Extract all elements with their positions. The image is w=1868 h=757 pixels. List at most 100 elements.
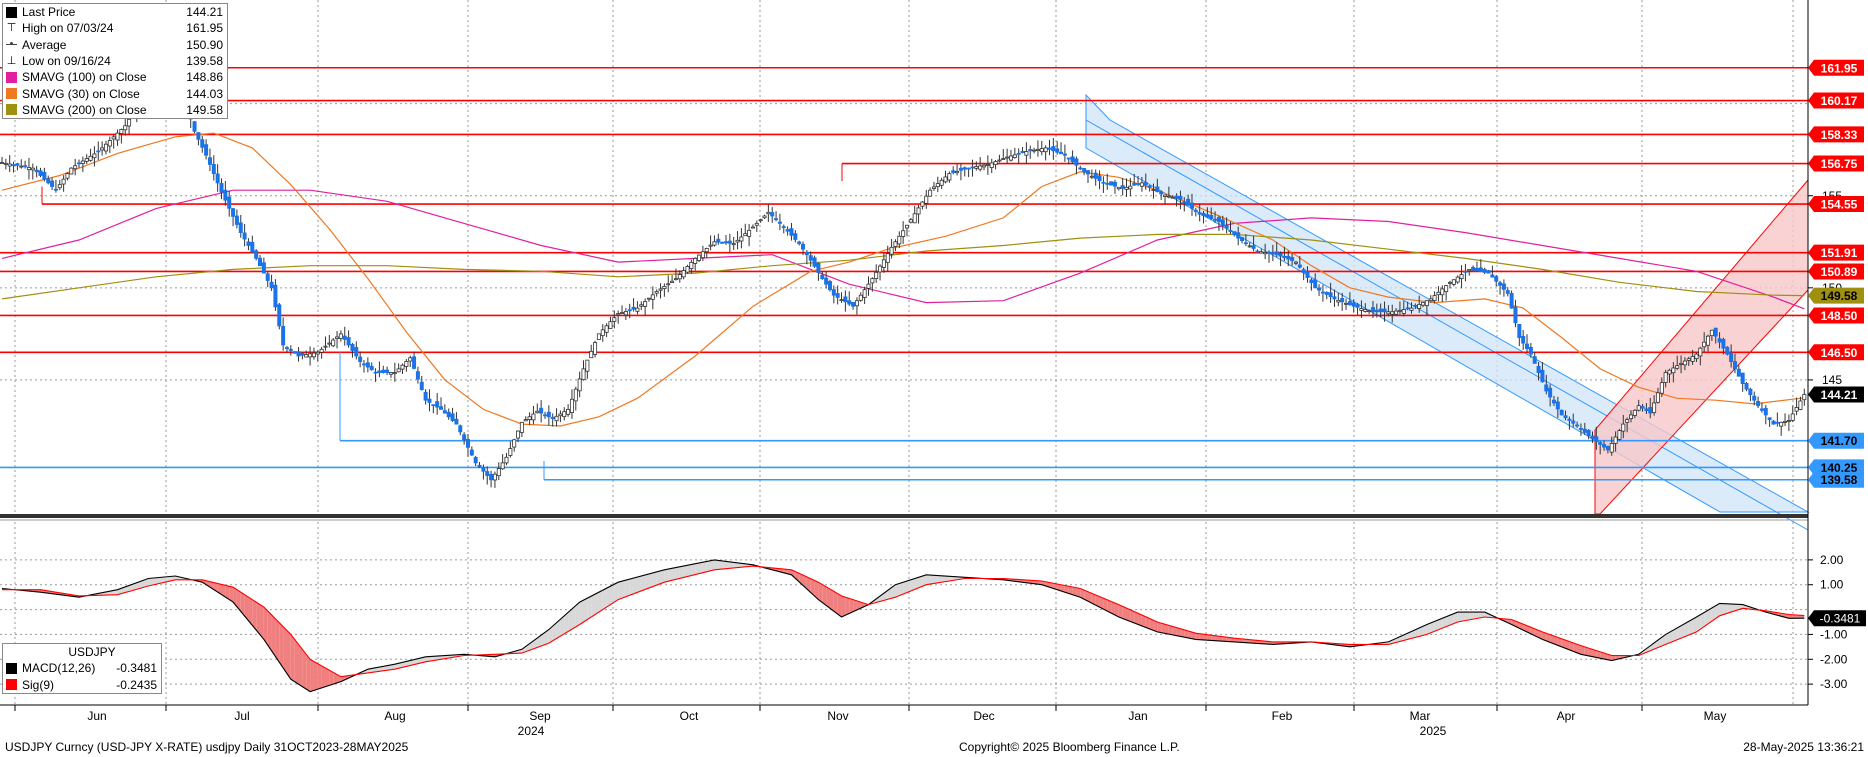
- macd-fill: [256, 602, 261, 635]
- candle-body: [1590, 435, 1595, 440]
- legend-label: Last Price: [22, 5, 76, 20]
- candle-body: [465, 438, 470, 448]
- macd-panel: [1, 559, 1805, 693]
- candle-body: [543, 414, 548, 417]
- candle-body: [7, 163, 12, 167]
- candle-body: [1382, 308, 1387, 313]
- legend-label: MACD(12,26): [22, 661, 96, 676]
- candle-body: [1024, 151, 1029, 156]
- candle-body: [1367, 310, 1372, 313]
- candle-body: [708, 244, 713, 247]
- candle-body: [1070, 156, 1075, 163]
- candle-body: [658, 288, 663, 291]
- candle-body: [1621, 423, 1626, 432]
- candle-body: [1451, 279, 1456, 285]
- candle-body: [1374, 309, 1379, 313]
- macd-fill: [910, 578, 915, 591]
- candle-body: [616, 313, 621, 316]
- candle-body: [1455, 276, 1460, 283]
- legend-label: High on 07/03/24: [22, 21, 114, 36]
- candle-body: [874, 271, 879, 280]
- macd-fill: [217, 583, 222, 595]
- candle-body: [1324, 291, 1329, 295]
- macd-fill: [1141, 615, 1146, 628]
- candle-body: [1578, 428, 1583, 430]
- candle-body: [53, 188, 58, 191]
- macd-fill: [556, 619, 561, 639]
- price-marker-label: 154.55: [1821, 198, 1858, 212]
- candle-body: [924, 195, 929, 204]
- candle-body: [1143, 182, 1148, 186]
- macd-fill: [310, 659, 314, 692]
- candle-body: [1093, 172, 1098, 179]
- candle-body: [1405, 307, 1410, 310]
- candle-body: [562, 411, 567, 418]
- candle-body: [38, 170, 43, 176]
- candle-body: [1505, 290, 1510, 294]
- candle-body: [123, 125, 128, 131]
- macd-fill: [575, 602, 580, 627]
- price-marker-label: 146.50: [1821, 346, 1858, 360]
- x-tick-label-Dec: Dec: [973, 709, 994, 723]
- candle-body: [766, 211, 771, 215]
- candle-body: [566, 408, 571, 415]
- candle-body: [385, 369, 390, 373]
- candle-body: [908, 219, 913, 223]
- candle-body: [1790, 413, 1795, 421]
- channel-bands: [1085, 93, 1810, 531]
- macd-fill: [1665, 632, 1670, 645]
- candle-body: [1548, 387, 1553, 398]
- candle-body: [1332, 296, 1337, 300]
- candle-body: [373, 371, 378, 374]
- candle-body: [1228, 230, 1233, 232]
- candle-body: [1663, 372, 1668, 383]
- candle-body: [673, 278, 678, 281]
- candle-body: [1193, 210, 1198, 212]
- macd-fill: [876, 596, 881, 603]
- macd-fill: [1037, 580, 1042, 585]
- candle-body: [96, 150, 101, 153]
- candle-body: [1759, 408, 1764, 411]
- macd-fill: [267, 610, 272, 651]
- macd-fill: [1118, 604, 1123, 619]
- candle-body: [697, 254, 702, 261]
- macd-fill: [660, 569, 665, 584]
- candle-body: [1355, 304, 1360, 308]
- candle-body: [308, 353, 313, 358]
- candle-body: [989, 162, 994, 169]
- candle-body: [1328, 292, 1333, 298]
- macd-fill: [1696, 614, 1701, 632]
- macd-fill: [1172, 626, 1177, 636]
- candle-body: [1370, 307, 1375, 313]
- candle-body: [685, 266, 690, 273]
- macd-fill: [702, 561, 707, 573]
- macd-fill: [263, 607, 268, 646]
- candle-body: [489, 474, 494, 481]
- macd-fill: [841, 595, 846, 618]
- candle-body: [30, 167, 35, 171]
- macd-fill: [437, 655, 442, 660]
- candle-body: [1440, 288, 1445, 296]
- candle-body: [265, 273, 270, 281]
- macd-fill: [560, 615, 565, 637]
- candle-body: [242, 232, 247, 240]
- macd-line-0: [1, 559, 1805, 693]
- candle-body: [712, 241, 717, 246]
- candle-body: [1740, 372, 1745, 385]
- candle-body: [1617, 430, 1622, 440]
- candle-body: [1340, 298, 1345, 303]
- macd-fill: [1727, 603, 1732, 614]
- candle-body: [1709, 329, 1714, 337]
- candle-body: [1567, 418, 1572, 421]
- candle-body: [1474, 268, 1479, 272]
- macd-fill: [425, 656, 430, 662]
- candle-body: [26, 167, 31, 171]
- candle-body: [739, 236, 744, 242]
- candle-body: [1344, 302, 1349, 305]
- candle-body: [327, 342, 332, 345]
- macd-fill: [379, 666, 384, 672]
- macd-fill: [822, 584, 827, 606]
- macd-fill: [1126, 608, 1131, 622]
- macd-fill: [849, 598, 854, 614]
- macd-fill: [121, 586, 126, 594]
